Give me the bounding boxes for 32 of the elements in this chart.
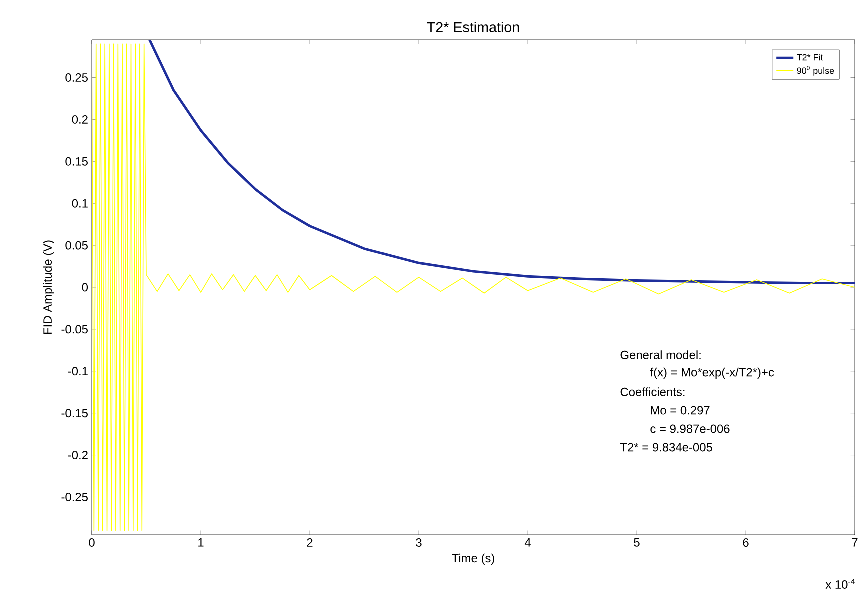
y-tick-label: 0 — [82, 283, 88, 292]
annotation: Coefficients: — [620, 388, 685, 396]
y-tick-label: -0.2 — [68, 451, 88, 460]
annotation: Mo = 0.297 — [651, 406, 710, 415]
x-tick-label: 3 — [416, 538, 422, 547]
annotation: T2* = 9.834e-005 — [620, 443, 712, 452]
y-tick-label: -0.1 — [68, 367, 88, 376]
x-tick-label: 1 — [198, 538, 204, 547]
y-tick-label: 0.25 — [66, 74, 88, 82]
x-axis-title: Time (s) — [452, 554, 494, 565]
y-tick-label: 0.1 — [72, 199, 88, 208]
annotation: f(x) = Mo*exp(-x/T2*)+c — [650, 368, 774, 380]
y-axis-title: FID Amplitude (V) — [43, 240, 54, 334]
x-tick-label: 7 — [852, 538, 858, 547]
y-tick-label: 0.15 — [66, 157, 88, 166]
chart-title: T2* Estimation — [427, 22, 520, 32]
x-tick-label: 0 — [89, 538, 95, 547]
y-tick-label: 0.05 — [66, 241, 88, 250]
y-tick-label: -0.15 — [62, 409, 88, 418]
annotation: c = 9.987e-006 — [650, 424, 730, 434]
y-tick-label: 0.2 — [72, 115, 88, 124]
x-tick-label: 2 — [307, 538, 313, 547]
annotation: General model: — [620, 350, 701, 360]
y-tick-label: -0.25 — [62, 493, 88, 502]
x-tick-label: 6 — [743, 538, 749, 547]
legend-label: 90$^{0}$ pulse — [797, 66, 834, 76]
text: x 10$^{-4}$ — [826, 579, 856, 589]
y-tick-label: -0.05 — [62, 325, 88, 334]
x-tick-label: 5 — [634, 538, 640, 547]
line-series — [92, 44, 856, 532]
x-tick-label: 4 — [524, 538, 531, 547]
legend-label: T2* Fit — [797, 54, 824, 61]
